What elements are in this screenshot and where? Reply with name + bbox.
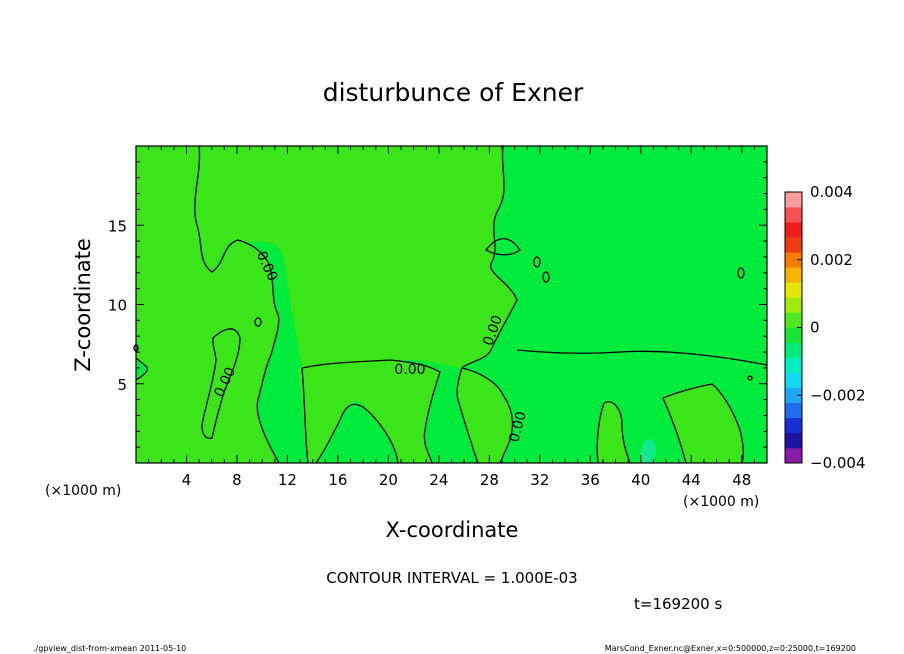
colorbar-segment bbox=[785, 432, 802, 449]
field-regions bbox=[136, 146, 744, 463]
colorbar-segment bbox=[785, 327, 802, 343]
x-tick-label: 36 bbox=[581, 471, 600, 489]
positive-region bbox=[194, 146, 517, 368]
chart-title: disturbunce of Exner bbox=[323, 78, 584, 107]
x-tick-label: 20 bbox=[379, 471, 398, 489]
contour-line bbox=[516, 349, 768, 366]
positive-region bbox=[298, 360, 440, 463]
positive-region bbox=[202, 328, 240, 439]
colorbar-segment bbox=[785, 402, 802, 419]
contour-line bbox=[461, 367, 514, 464]
y-tick-label: 10 bbox=[108, 297, 127, 315]
contour-line bbox=[662, 383, 744, 464]
colorbar-segment bbox=[785, 417, 802, 434]
contour-line bbox=[301, 359, 441, 464]
contour-label: 0.00 bbox=[506, 410, 530, 444]
x-tick-label: 28 bbox=[480, 471, 499, 489]
y-tick-label: 15 bbox=[108, 217, 127, 235]
colorbar-tick-label: 0 bbox=[810, 319, 820, 337]
contour-label: 0.00 bbox=[394, 362, 425, 378]
colorbar-segment bbox=[785, 342, 802, 358]
positive-region bbox=[597, 401, 630, 463]
x-tick-label: 16 bbox=[328, 471, 347, 489]
x-axis-label: X-coordinate bbox=[386, 518, 519, 542]
contour-interval-text: CONTOUR INTERVAL = 1.000E-03 bbox=[326, 569, 577, 587]
colorbar-segment bbox=[785, 282, 802, 298]
colorbar-segment bbox=[785, 447, 802, 464]
colorbar-segment bbox=[785, 207, 802, 223]
colorbar-segment bbox=[785, 312, 802, 328]
contour-blob bbox=[254, 317, 262, 327]
x-tick-label: 40 bbox=[631, 471, 650, 489]
contour-line bbox=[456, 367, 479, 464]
contour-line bbox=[484, 238, 521, 256]
time-text: t=169200 s bbox=[634, 595, 722, 613]
contour-blob bbox=[737, 267, 745, 279]
colorbar-segment bbox=[785, 372, 802, 389]
colorbar-segment bbox=[785, 222, 802, 238]
colorbar-segment bbox=[785, 387, 802, 404]
colorbar-tick-label: −0.002 bbox=[810, 386, 866, 404]
y-axis-ticks: 5 10 15 bbox=[108, 145, 767, 464]
plot-area: 0.000.000.000.000.00 4 8 12 16 20 24 28 32 36 40 4… bbox=[108, 145, 768, 489]
negative-patch bbox=[640, 439, 656, 463]
contour-line bbox=[461, 145, 518, 369]
positive-region bbox=[663, 384, 744, 463]
x-tick-label: 32 bbox=[530, 471, 549, 489]
footer-left: ./gpview_dist-from-xmean 2011-05-10 bbox=[33, 644, 186, 653]
contour-line bbox=[662, 397, 687, 464]
colorbar-segment bbox=[785, 297, 802, 313]
colorbar-tick-label: 0.004 bbox=[810, 183, 853, 201]
contour-line bbox=[194, 145, 280, 464]
colorbar-segment bbox=[785, 237, 802, 253]
colorbar-segment bbox=[785, 192, 802, 208]
colorbar-tick-label: 0.002 bbox=[810, 251, 853, 269]
contour-line bbox=[201, 328, 241, 439]
x-tick-label: 12 bbox=[278, 471, 297, 489]
x-tick-label: 48 bbox=[732, 471, 751, 489]
colorbar: 0.004 0.002 0 −0.002 −0.004 bbox=[784, 183, 866, 472]
colorbar-segment bbox=[785, 252, 802, 268]
colorbar-tick-label: −0.004 bbox=[810, 454, 866, 472]
positive-region bbox=[136, 146, 279, 463]
x-tick-label: 8 bbox=[232, 471, 242, 489]
contour-line bbox=[596, 402, 605, 464]
x-axis-ticks: 4 8 12 16 20 24 28 32 36 40 44 48 bbox=[135, 146, 768, 489]
zero-contours bbox=[133, 145, 768, 464]
x-tick-label: 44 bbox=[682, 471, 701, 489]
x-tick-label: 24 bbox=[429, 471, 448, 489]
contour-line bbox=[315, 403, 399, 464]
colorbar-segment bbox=[785, 267, 802, 283]
contour-line bbox=[301, 367, 309, 464]
x-unit-right: (×1000 m) bbox=[683, 494, 759, 510]
x-unit-left: (×1000 m) bbox=[45, 483, 121, 499]
y-axis-label: Z-coordinate bbox=[71, 238, 95, 372]
contour-line bbox=[603, 401, 631, 464]
x-tick-label: 4 bbox=[182, 471, 192, 489]
positive-region bbox=[457, 368, 513, 463]
contour-line bbox=[135, 357, 148, 381]
colorbar-segment bbox=[785, 357, 802, 373]
contour-blob bbox=[747, 375, 753, 381]
footer-right: MarsCond_Exner.nc@Exner,x=0:500000,z=0:2… bbox=[605, 644, 856, 653]
contour-blob bbox=[542, 271, 550, 283]
y-tick-label: 5 bbox=[117, 376, 127, 394]
contour-blob bbox=[533, 256, 541, 268]
